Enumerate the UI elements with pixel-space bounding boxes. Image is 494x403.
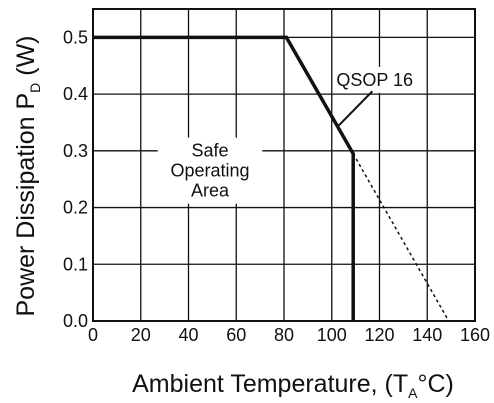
x-tick-label: 80 <box>274 325 294 345</box>
x-tick-label: 40 <box>178 325 198 345</box>
x-tick-label: 20 <box>131 325 151 345</box>
qsop16-leader-line <box>338 90 374 126</box>
annotation-line: QSOP 16 <box>336 70 413 90</box>
y-tick-label: 0.2 <box>63 198 88 218</box>
x-tick-label: 160 <box>460 325 490 345</box>
y-axis-title-main: Power Dissipation P <box>12 93 40 317</box>
annotation-line: Operating <box>170 161 249 181</box>
y-tick-label: 0.1 <box>63 254 88 274</box>
y-tick-labels: 0.0 0.1 0.2 0.3 0.4 0.5 <box>63 27 88 331</box>
qsop16-label: QSOP 16 <box>336 70 413 90</box>
x-axis-title-main: Ambient Temperature, (T <box>132 370 408 398</box>
x-axis-title: Ambient Temperature, (TA°C) <box>132 370 454 401</box>
series <box>93 35 450 322</box>
y-tick-label: 0.4 <box>63 84 88 104</box>
y-axis-title: Power Dissipation PD (W) <box>12 35 43 316</box>
y-axis-title-subscript: D <box>27 83 43 93</box>
annotation-line: Area <box>191 181 230 201</box>
grid <box>93 9 475 321</box>
annotations: QSOP 16 Safe Operating Area <box>157 66 417 204</box>
y-tick-label: 0.0 <box>63 311 88 331</box>
x-tick-label: 140 <box>412 325 442 345</box>
y-axis-title-suffix: (W) <box>12 35 40 82</box>
x-tick-label: 60 <box>226 325 246 345</box>
x-tick-labels: 0 20 40 60 80 100 120 140 160 <box>88 325 490 345</box>
y-tick-label: 0.3 <box>63 141 88 161</box>
plot-frame <box>92 8 476 322</box>
x-tick-label: 120 <box>364 325 394 345</box>
annotation-background <box>332 66 417 93</box>
x-tick-label: 0 <box>88 325 98 345</box>
qsop16-derating-curve <box>93 35 355 321</box>
x-tick-label: 100 <box>317 325 347 345</box>
derating-extension-line <box>352 153 450 322</box>
y-tick-label: 0.5 <box>63 27 88 47</box>
x-axis-title-suffix: °C) <box>418 370 454 398</box>
safe-operating-area-label: Safe Operating Area <box>170 141 249 201</box>
annotation-background <box>157 137 263 204</box>
annotation-line: Safe <box>191 141 228 161</box>
x-axis-title-subscript: A <box>408 385 418 401</box>
